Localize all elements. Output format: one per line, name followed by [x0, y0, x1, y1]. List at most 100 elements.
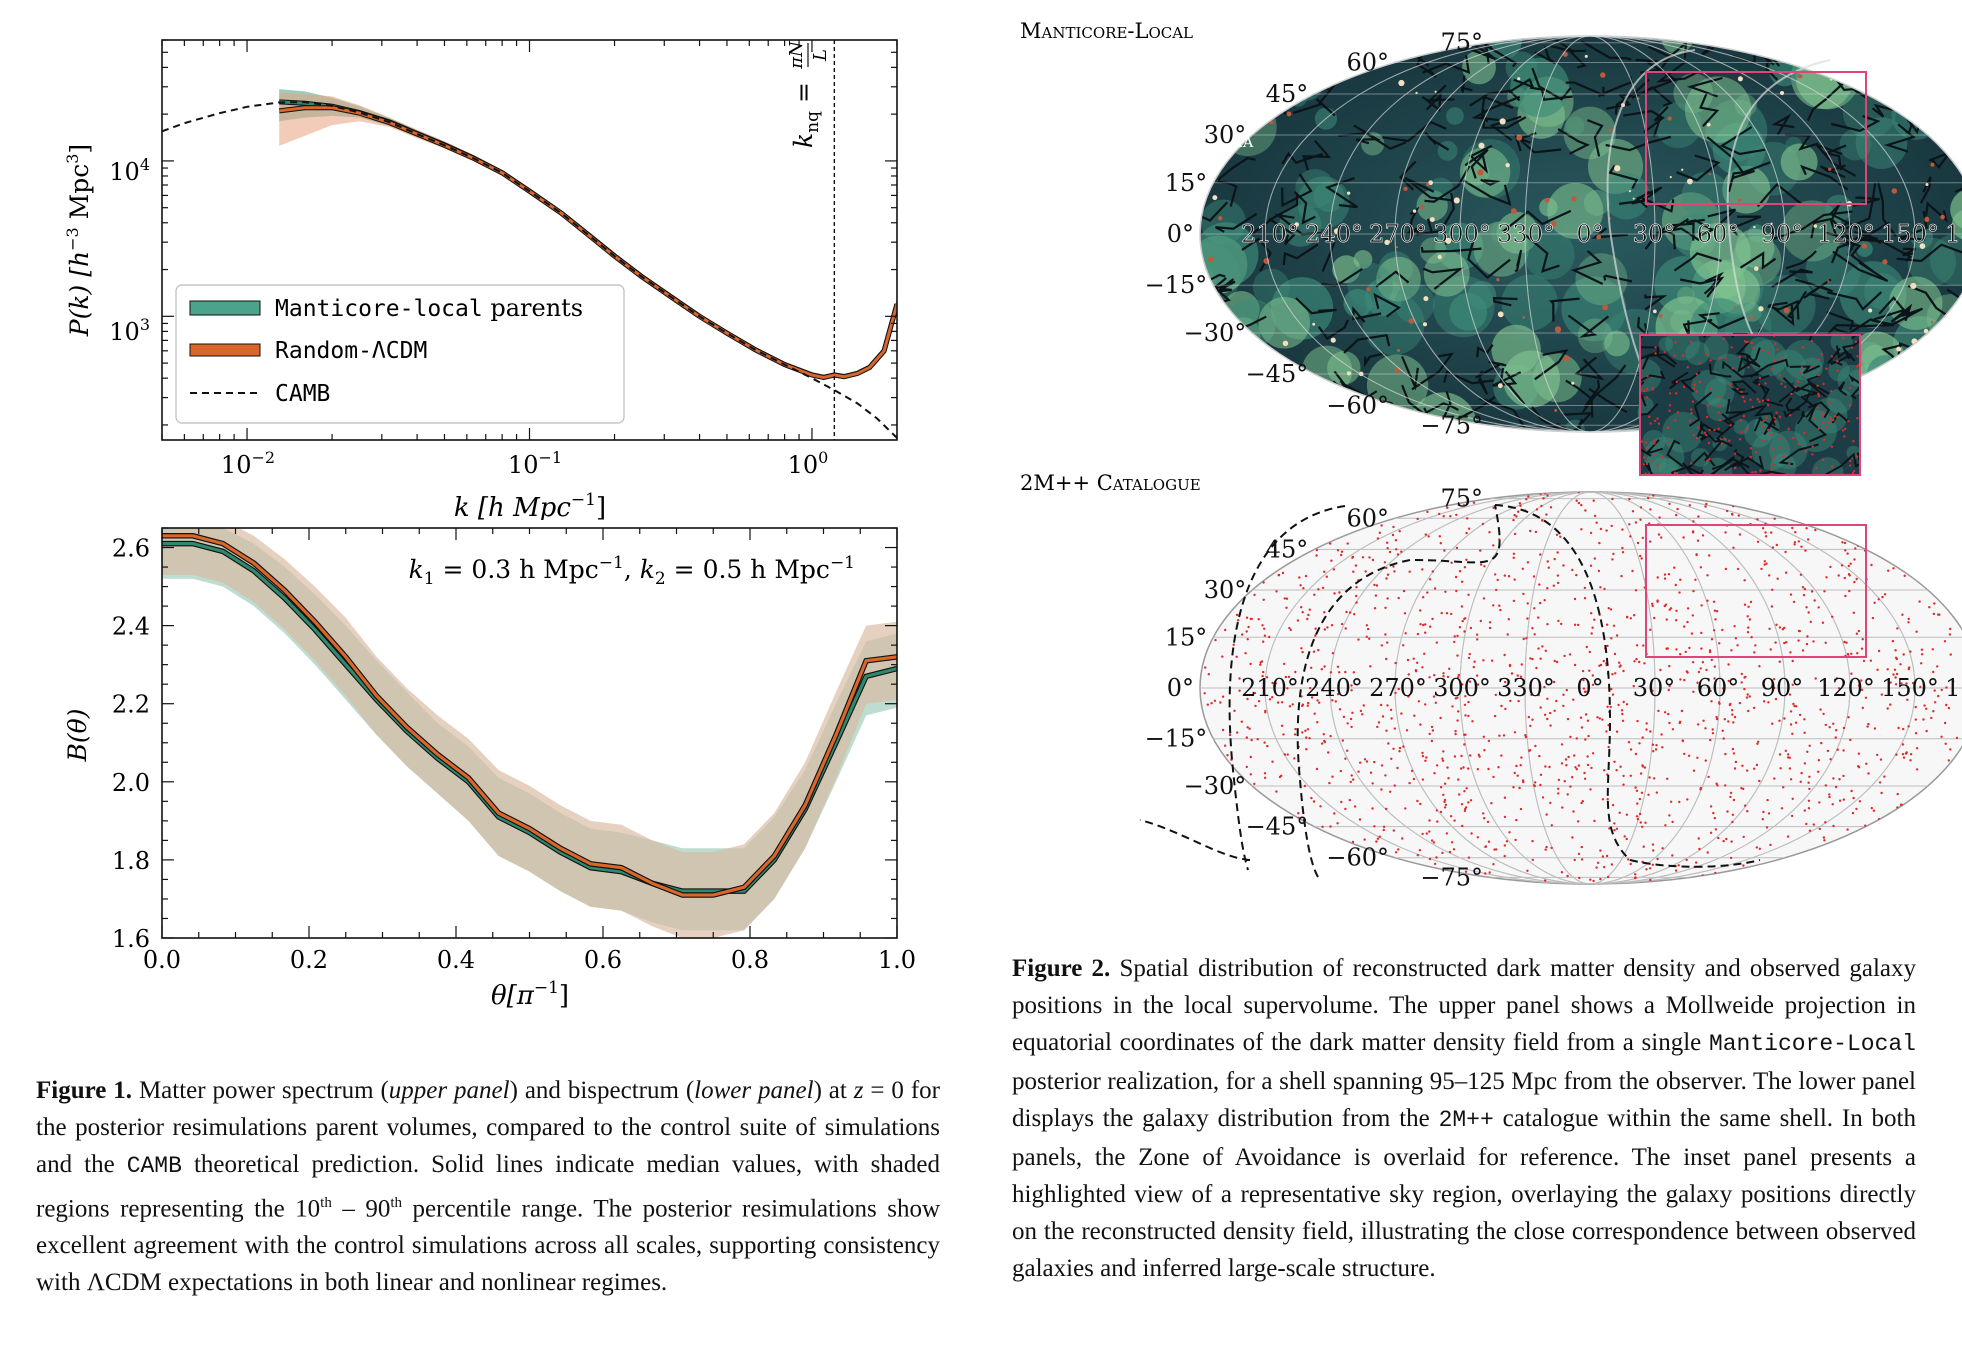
inset-galaxy — [1666, 441, 1670, 444]
galaxy-point — [1800, 545, 1803, 548]
galaxy-point — [1453, 640, 1456, 644]
density-node — [1554, 326, 1562, 333]
galaxy-point — [1823, 683, 1827, 687]
galaxy-point — [1429, 625, 1432, 628]
density-filament — [1424, 165, 1471, 203]
galaxy-point — [1679, 653, 1682, 656]
galaxy-point — [1433, 674, 1436, 677]
galaxy-point — [1296, 619, 1300, 622]
galaxy-point — [1599, 527, 1603, 531]
galaxy-point — [1651, 863, 1654, 866]
inset-galaxy — [1811, 453, 1814, 456]
galaxy-point — [1446, 675, 1450, 679]
density-filament — [1739, 251, 1777, 270]
galaxy-point — [1937, 694, 1940, 698]
inset-filament — [1670, 464, 1693, 475]
density-void — [1491, 324, 1541, 375]
galaxy-point — [1575, 768, 1578, 771]
galaxy-point — [1515, 764, 1518, 768]
galaxy-point — [1503, 844, 1506, 847]
galaxy-point — [1238, 677, 1241, 680]
galaxy-point — [1663, 573, 1667, 576]
inset-galaxy — [1717, 356, 1721, 360]
galaxy-point — [1317, 648, 1320, 652]
galaxy-point — [1391, 533, 1395, 537]
galaxy-point — [1567, 755, 1570, 759]
galaxy-point — [1665, 618, 1668, 621]
galaxy-point — [1944, 742, 1947, 745]
inset-galaxy — [1772, 463, 1775, 466]
inset-filament — [1850, 385, 1860, 400]
galaxy-point — [1784, 550, 1787, 554]
galaxy-point — [1638, 797, 1642, 801]
galaxy-point — [1386, 704, 1389, 707]
galaxy-point — [1444, 590, 1447, 593]
density-filament — [1514, 249, 1523, 273]
galaxy-point — [1514, 838, 1517, 842]
galaxy-point — [1699, 566, 1703, 569]
galaxy-point — [1932, 670, 1935, 674]
density-node — [1437, 254, 1442, 260]
density-node — [1551, 221, 1557, 227]
galaxy-point — [1692, 589, 1695, 593]
galaxy-point — [1280, 701, 1284, 704]
density-void — [1200, 385, 1216, 417]
lower-ytick-label: 2.6 — [112, 535, 150, 563]
galaxy-point — [1263, 776, 1267, 779]
inset-galaxy — [1645, 387, 1649, 391]
galaxy-point — [1738, 701, 1742, 705]
galaxy-point — [1414, 670, 1418, 673]
galaxy-point — [1649, 730, 1652, 733]
galaxy-point — [1846, 552, 1849, 555]
galaxy-point — [1428, 732, 1431, 736]
galaxy-point — [1682, 536, 1685, 539]
inset-filament — [1698, 432, 1709, 442]
galaxy-point — [1783, 626, 1786, 630]
inset-galaxy — [1791, 436, 1795, 440]
density-node — [1882, 259, 1888, 265]
galaxy-point — [1599, 849, 1602, 852]
galaxy-point — [1262, 640, 1265, 643]
inset-galaxy — [1674, 392, 1678, 395]
galaxy-point — [1573, 663, 1577, 667]
galaxy-point — [1301, 704, 1304, 708]
galaxy-point — [1889, 703, 1892, 706]
galaxy-point — [1546, 623, 1549, 626]
galaxy-point — [1626, 615, 1629, 619]
galaxy-point — [1697, 670, 1701, 674]
galaxy-point — [1386, 547, 1389, 550]
galaxy-point — [1512, 552, 1516, 555]
galaxy-point — [1323, 611, 1326, 614]
galaxy-point — [1563, 654, 1566, 658]
galaxy-point — [1745, 696, 1749, 699]
galaxy-point — [1606, 798, 1609, 801]
galaxy-point — [1615, 769, 1618, 772]
galaxy-point — [1704, 727, 1707, 730]
galaxy-point — [1529, 724, 1532, 728]
galaxy-point — [1902, 653, 1905, 656]
inset-galaxy — [1822, 382, 1825, 386]
galaxy-point — [1365, 635, 1368, 638]
galaxy-point — [1541, 645, 1544, 648]
galaxy-point — [1577, 501, 1581, 505]
galaxy-point — [1363, 838, 1366, 841]
galaxy-point — [1765, 562, 1768, 565]
galaxy-point — [1679, 678, 1682, 681]
meridian — [1394, 36, 1786, 432]
density-node — [1217, 105, 1221, 109]
galaxy-point — [1901, 613, 1904, 616]
galaxy-point — [1580, 726, 1584, 729]
galaxy-point — [1864, 696, 1868, 699]
galaxy-point — [1355, 601, 1358, 604]
galaxy-point — [1445, 612, 1449, 615]
galaxy-point — [1302, 587, 1305, 590]
galaxy-point — [1817, 606, 1820, 609]
density-node — [1708, 172, 1712, 176]
galaxy-point — [1575, 499, 1578, 502]
galaxy-point — [1713, 677, 1716, 680]
density-filament — [1424, 131, 1450, 151]
galaxy-point — [1791, 526, 1794, 530]
galaxy-point — [1513, 532, 1517, 536]
galaxy-point — [1867, 722, 1870, 726]
galaxy-point — [1580, 858, 1584, 861]
